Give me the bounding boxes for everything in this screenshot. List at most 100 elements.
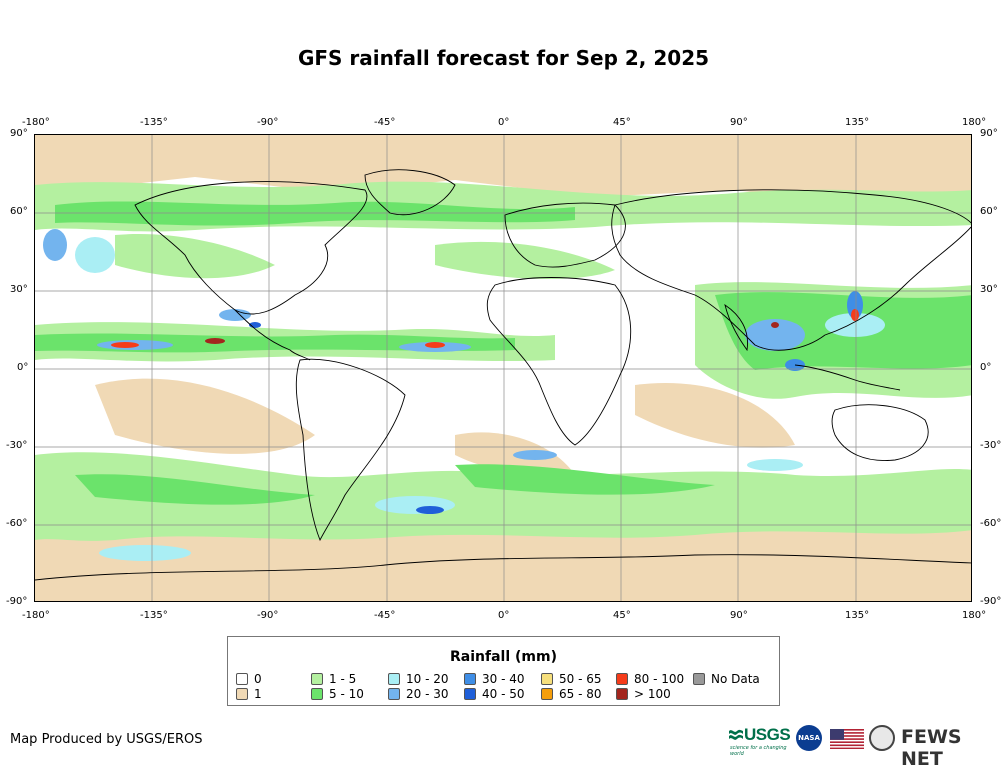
- legend-label: No Data: [711, 672, 760, 686]
- rain-cell: [99, 545, 191, 561]
- legend-swatch: [693, 673, 705, 685]
- legend-swatch: [616, 688, 628, 700]
- rain-area: [635, 383, 795, 448]
- lat-tick: 0°: [980, 362, 992, 373]
- lon-tick: 45°: [613, 117, 631, 128]
- legend-label: 1: [254, 687, 262, 701]
- legend-item: 50 - 65: [541, 673, 602, 685]
- lon-tick: -45°: [374, 610, 396, 621]
- north-america-outline: [134, 181, 368, 315]
- usgs-logo: USGS science for a changing world: [728, 724, 794, 757]
- state-department-seal-icon: [869, 725, 895, 751]
- rain-area: [55, 201, 575, 226]
- lon-tick: 45°: [613, 610, 631, 621]
- legend-swatch: [311, 673, 323, 685]
- lon-tick: 180°: [962, 117, 987, 128]
- lat-tick: -60°: [980, 518, 1002, 529]
- legend-label: 20 - 30: [406, 687, 449, 701]
- nasa-logo: NASA: [796, 725, 822, 751]
- coastlines: [35, 169, 971, 581]
- rainfall-map-canvas: [35, 135, 971, 601]
- legend-label: 50 - 65: [559, 672, 602, 686]
- rain-area: [435, 241, 615, 280]
- fews-net-wordmark: FEWS NET: [901, 726, 962, 770]
- indonesia-outline: [794, 364, 901, 391]
- lon-tick: -180°: [22, 610, 50, 621]
- legend-swatch: [541, 673, 553, 685]
- rain-cell: [111, 342, 139, 348]
- lon-tick: -90°: [257, 117, 279, 128]
- rain-cell: [425, 342, 445, 348]
- lat-tick: -90°: [980, 596, 1002, 607]
- europe-outline: [504, 202, 626, 268]
- legend-item: 80 - 100: [616, 673, 684, 685]
- rain-area: [455, 464, 715, 495]
- footer-logos: USGS science for a changing world NASA F…: [728, 724, 998, 770]
- rain-cell: [825, 313, 885, 337]
- lon-tick: -90°: [257, 610, 279, 621]
- legend-item: > 100: [616, 688, 671, 700]
- legend-swatch: [464, 673, 476, 685]
- lat-tick: 30°: [980, 284, 998, 295]
- legend-label: 5 - 10: [329, 687, 364, 701]
- legend-title: Rainfall (mm): [450, 649, 557, 665]
- legend-label: 65 - 80: [559, 687, 602, 701]
- legend-label: 10 - 20: [406, 672, 449, 686]
- lat-tick: 60°: [10, 206, 28, 217]
- legend-item: 65 - 80: [541, 688, 602, 700]
- lat-tick: -30°: [980, 440, 1002, 451]
- rain-cell: [219, 309, 251, 321]
- lat-tick: -90°: [6, 596, 28, 607]
- legend-item: 0: [236, 673, 262, 685]
- legend-label: 1 - 5: [329, 672, 357, 686]
- legend-label: 30 - 40: [482, 672, 525, 686]
- rain-cell: [43, 229, 67, 261]
- usgs-tagline: science for a changing world: [730, 745, 787, 757]
- lon-tick: 90°: [730, 117, 748, 128]
- legend-item: 10 - 20: [388, 673, 449, 685]
- lon-tick: 135°: [845, 610, 870, 621]
- legend-swatch: [311, 688, 323, 700]
- lon-tick: 0°: [498, 610, 510, 621]
- legend-swatch: [616, 673, 628, 685]
- lat-tick: -30°: [6, 440, 28, 451]
- australia-outline: [831, 404, 929, 461]
- rain-area: [95, 378, 315, 454]
- lat-tick: 90°: [980, 128, 998, 139]
- africa-outline: [486, 277, 632, 446]
- legend-swatch: [236, 673, 248, 685]
- usgs-wordmark: USGS: [744, 725, 791, 744]
- rain-area: [75, 474, 315, 505]
- legend-swatch: [464, 688, 476, 700]
- rainfall-map[interactable]: [34, 134, 972, 602]
- lon-tick: -135°: [140, 610, 168, 621]
- legend-label: > 100: [634, 687, 671, 701]
- legend-label: 0: [254, 672, 262, 686]
- rain-cell: [851, 309, 859, 321]
- south-america-outline: [295, 358, 406, 542]
- legend-item: 40 - 50: [464, 688, 525, 700]
- rain-cell: [745, 319, 805, 351]
- lat-tick: -60°: [6, 518, 28, 529]
- lat-tick: 90°: [10, 128, 28, 139]
- legend-item: No Data: [693, 673, 760, 685]
- lon-tick: 90°: [730, 610, 748, 621]
- rain-cell: [847, 291, 863, 319]
- rain-cell: [416, 506, 444, 514]
- lon-tick: -45°: [374, 117, 396, 128]
- lon-tick: 0°: [498, 117, 510, 128]
- lon-tick: -180°: [22, 117, 50, 128]
- legend-swatch: [236, 688, 248, 700]
- us-flag-icon: [830, 729, 864, 749]
- map-credit: Map Produced by USGS/EROS: [10, 732, 203, 747]
- legend-label: 40 - 50: [482, 687, 525, 701]
- rain-cell: [205, 338, 225, 344]
- lon-tick: 135°: [845, 117, 870, 128]
- antarctica-outline: [35, 554, 971, 581]
- rain-cell: [513, 450, 557, 460]
- legend-item: 20 - 30: [388, 688, 449, 700]
- legend-swatch: [388, 688, 400, 700]
- legend-item: 30 - 40: [464, 673, 525, 685]
- legend-item: 5 - 10: [311, 688, 364, 700]
- lon-tick: -135°: [140, 117, 168, 128]
